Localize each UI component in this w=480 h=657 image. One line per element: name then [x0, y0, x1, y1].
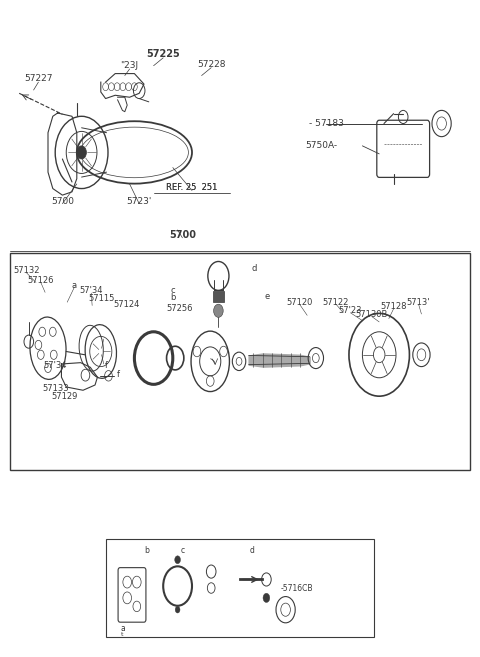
- Bar: [106, 539, 374, 637]
- Text: 5700: 5700: [169, 230, 196, 240]
- Text: 57130B: 57130B: [356, 309, 388, 319]
- Text: 57225: 57225: [146, 49, 180, 59]
- Text: 57133: 57133: [42, 384, 69, 394]
- Text: a: a: [120, 623, 125, 633]
- Text: 57227: 57227: [24, 74, 53, 83]
- Text: 57'34: 57'34: [44, 361, 67, 370]
- Text: e: e: [264, 292, 269, 301]
- Text: 57122: 57122: [323, 298, 349, 307]
- Text: f: f: [105, 361, 108, 370]
- Text: 57124: 57124: [113, 300, 139, 309]
- Text: d: d: [250, 546, 254, 555]
- Text: 57'23: 57'23: [339, 306, 362, 315]
- Circle shape: [263, 593, 270, 602]
- Text: 57132: 57132: [13, 266, 40, 275]
- Text: 57228: 57228: [197, 60, 226, 69]
- Text: f: f: [117, 370, 120, 379]
- Text: REF. 25  251: REF. 25 251: [166, 183, 218, 193]
- Text: 5700: 5700: [51, 196, 74, 206]
- Text: 57128: 57128: [380, 302, 407, 311]
- Text: 57120: 57120: [287, 298, 312, 307]
- Text: b: b: [170, 293, 176, 302]
- Circle shape: [77, 146, 86, 159]
- Text: 5713': 5713': [407, 298, 430, 307]
- Text: a: a: [72, 281, 77, 290]
- Text: 5723': 5723': [127, 196, 152, 206]
- Bar: [213, 291, 224, 302]
- Text: -5716CB: -5716CB: [281, 583, 313, 593]
- Text: 57'34: 57'34: [80, 286, 103, 295]
- Text: 57115: 57115: [89, 294, 115, 304]
- Circle shape: [214, 304, 223, 317]
- Text: - 57183: - 57183: [309, 119, 344, 128]
- Text: "23J: "23J: [120, 61, 139, 70]
- Text: d: d: [252, 264, 257, 273]
- Text: c: c: [170, 286, 175, 295]
- Bar: [10, 253, 470, 470]
- Text: 5750A-: 5750A-: [306, 141, 337, 150]
- Text: 57256: 57256: [166, 304, 193, 313]
- Text: t: t: [121, 632, 124, 637]
- Circle shape: [175, 606, 180, 613]
- Text: b: b: [144, 546, 149, 555]
- Text: 57126: 57126: [27, 276, 54, 285]
- Text: c: c: [180, 546, 184, 555]
- Text: REF. 25  251: REF. 25 251: [166, 183, 218, 193]
- Text: 57129: 57129: [52, 392, 78, 401]
- Circle shape: [175, 556, 180, 564]
